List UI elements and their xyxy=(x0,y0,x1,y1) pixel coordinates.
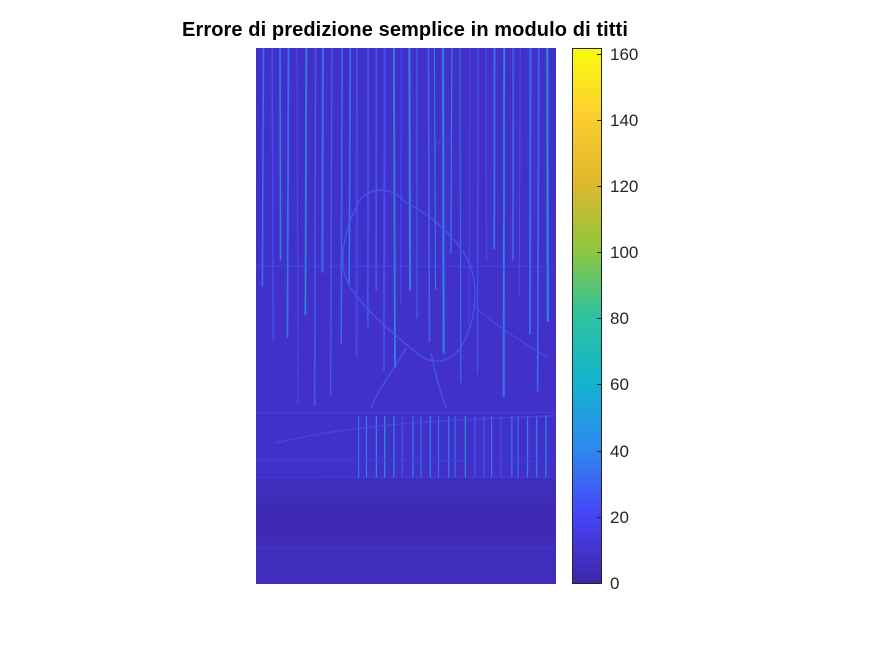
colorbar-tick-mark xyxy=(597,384,602,385)
heatmap-edge-stripe xyxy=(546,48,549,322)
heatmap-edge-stripe xyxy=(261,48,265,288)
heatmap-branch-edge xyxy=(275,415,556,444)
colorbar-tick-label: 60 xyxy=(610,375,629,394)
heatmap-horizontal-edge xyxy=(256,476,556,479)
heatmap-image xyxy=(256,48,556,584)
heatmap-edge-stripe xyxy=(400,48,402,306)
heatmap-edge-stripe xyxy=(468,48,471,327)
heatmap-edge-stripe xyxy=(348,48,352,284)
heatmap-edge-stripe xyxy=(286,48,290,338)
colorbar-tick-label: 80 xyxy=(610,309,629,328)
heatmap-edge-stripe xyxy=(321,48,324,273)
colorbar-tick-mark xyxy=(597,318,602,319)
heatmap-edge-stripe xyxy=(271,48,275,343)
heatmap-horizontal-edge xyxy=(256,546,556,549)
heatmap-edge-stripe xyxy=(329,48,333,397)
colorbar-tick-label: 140 xyxy=(610,111,639,130)
heatmap-edge-stripe xyxy=(296,48,299,404)
colorbar-tick-mark xyxy=(597,451,602,452)
colorbar-tick-mark xyxy=(597,54,602,55)
heatmap-edge-stripe xyxy=(442,48,445,354)
heatmap-edge-stripe xyxy=(433,48,437,291)
colorbar-tick-label: 100 xyxy=(610,243,639,262)
heatmap-edge-stripe xyxy=(304,48,308,316)
colorbar-tick-mark xyxy=(597,583,602,584)
heatmap-leg-edge xyxy=(370,347,447,409)
heatmap-edge-stripe xyxy=(313,48,317,406)
heatmap-svg xyxy=(256,48,556,584)
heatmap-edge-stripe xyxy=(459,48,462,383)
heatmap-horizontal-edge xyxy=(256,459,556,462)
heatmap-dark-band xyxy=(256,503,556,543)
heatmap-bird-outline xyxy=(342,189,476,362)
heatmap-edge-stripe xyxy=(393,48,396,368)
chart-title: Errore di predizione semplice in modulo … xyxy=(182,19,628,41)
heatmap-edge-stripe xyxy=(476,48,479,375)
colorbar-tick-label: 40 xyxy=(610,442,629,461)
colorbar-tick-label: 20 xyxy=(610,508,629,527)
colorbar-tick-label: 120 xyxy=(610,177,639,196)
colorbar-tick-label: 0 xyxy=(610,574,620,593)
heatmap-tail-edge xyxy=(470,302,549,359)
heatmap-edge-stripe xyxy=(518,48,521,297)
heatmap-edge-stripe xyxy=(408,48,412,291)
colorbar xyxy=(572,48,602,584)
colorbar-tick-mark xyxy=(597,517,602,518)
colorbar-tick-label: 160 xyxy=(610,45,639,64)
colorbar-tick-mark xyxy=(597,120,602,121)
heatmap-edge-stripe xyxy=(450,48,453,254)
colorbar-gradient xyxy=(573,49,601,583)
heatmap-edge-stripe xyxy=(340,48,343,345)
colorbar-tick-mark xyxy=(597,186,602,187)
heatmap-edge-stripe xyxy=(536,48,540,392)
colorbar-tick-mark xyxy=(597,252,602,253)
heatmap-edge-stripe xyxy=(382,48,386,371)
heatmap-edge-stripe xyxy=(427,48,431,343)
heatmap-branch-tip xyxy=(423,140,452,159)
